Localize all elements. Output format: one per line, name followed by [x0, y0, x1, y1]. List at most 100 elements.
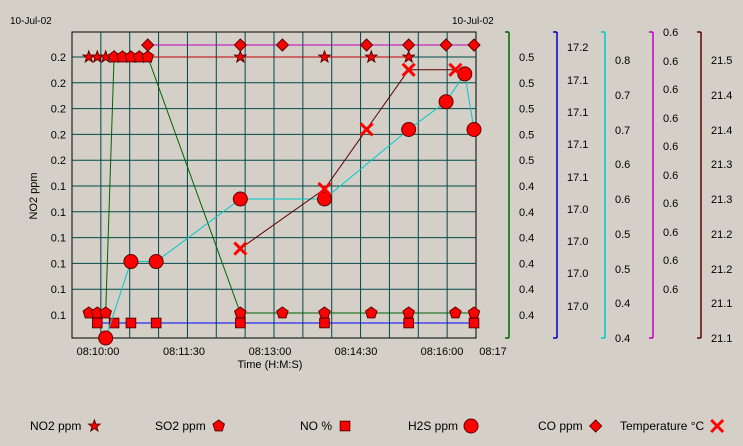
right-axis-tick-label: 17.0 [567, 236, 588, 248]
data-point-x [359, 122, 374, 137]
data-point-square [125, 317, 137, 329]
y-tick-label: 0.1 [51, 181, 66, 193]
data-point-x-stroke [448, 62, 463, 77]
right-axis-tick-label: 0.4 [519, 207, 534, 219]
right-axis-tick-label: 0.4 [519, 284, 534, 296]
data-point-circle [317, 191, 332, 207]
data-point-circle [98, 330, 114, 346]
y-tick-label: 0.1 [51, 207, 66, 219]
right-axis-tick-label: 0.7 [615, 125, 630, 137]
data-point-x [233, 241, 248, 256]
right-axis-tick-label: 17.1 [567, 172, 588, 184]
data-point-x [401, 62, 416, 77]
right-axis-tick-label: 0.5 [519, 78, 534, 90]
legend-label: SO2 ppm [155, 419, 206, 433]
y-tick-label: 0.2 [51, 78, 66, 90]
legend-marker-square [339, 420, 351, 432]
right-axis-tick-label: 0.4 [519, 181, 534, 193]
right-axis-tick-label: 17.2 [567, 42, 588, 54]
y-tick-label: 0.2 [51, 155, 66, 167]
data-point-star [401, 49, 416, 64]
data-point-square [150, 317, 162, 329]
data-point-pentagon [276, 306, 289, 319]
data-point-square [91, 317, 103, 329]
data-point-circle [123, 254, 139, 270]
data-point-pentagon [449, 306, 462, 319]
data-point-circle [438, 94, 454, 110]
date-label-right: 10-Jul-02 [452, 16, 494, 27]
legend-marker-x-stroke [710, 418, 725, 434]
right-axis-tick-label: 0.4 [615, 333, 630, 345]
right-axis-tick-label: 0.5 [615, 229, 630, 241]
data-point-star [233, 49, 248, 64]
right-axis-tick-label: 21.1 [711, 333, 732, 345]
x-tick-label: 08:16:00 [421, 346, 464, 358]
right-axis-tick-label: 0.5 [615, 264, 630, 276]
x-tick-label: 08:14:30 [335, 346, 378, 358]
data-point-pentagon [365, 306, 378, 319]
x-axis-title: Time (H:M:S) [238, 359, 303, 371]
legend-marker-x [710, 418, 725, 434]
data-point-diamond [233, 38, 248, 52]
right-axis-tick-label: 0.6 [663, 227, 678, 239]
legend-label: NO % [300, 419, 332, 433]
y-tick-label: 0.2 [51, 104, 66, 116]
right-axis-tick-label: 0.4 [519, 258, 534, 270]
right-axis-tick-label: 0.6 [663, 27, 678, 39]
right-axis-tick-label: 21.2 [711, 264, 732, 276]
legend-label: CO ppm [538, 419, 583, 433]
x-tick-label: 08:13:00 [249, 346, 292, 358]
data-point-diamond [275, 38, 290, 52]
legend-label: Temperature °C [620, 419, 704, 433]
y-tick-label: 0.2 [51, 52, 66, 64]
data-point-x [317, 181, 332, 197]
data-point-pentagon [141, 50, 155, 63]
data-point-x [448, 62, 463, 77]
data-point-x-stroke [359, 122, 374, 137]
right-axis-tick-label: 17.1 [567, 139, 588, 151]
data-point-diamond [401, 38, 416, 52]
right-axis-tick-label: 0.6 [663, 255, 678, 267]
right-axis-tick-label: 0.5 [519, 52, 534, 64]
data-point-square [468, 317, 480, 329]
right-axis-tick-label: 21.1 [711, 298, 732, 310]
data-point-circle [401, 122, 417, 137]
right-axis-tick-label: 0.6 [663, 170, 678, 182]
right-axis-tick-label: 0.5 [519, 129, 534, 141]
data-point-circle [148, 254, 164, 270]
right-axis-tick-label: 0.8 [615, 55, 630, 67]
data-point-diamond [359, 38, 374, 52]
legend-marker-diamond [588, 419, 603, 433]
right-axis-tick-label: 0.6 [663, 284, 678, 296]
right-axis-tick-label: 0.6 [663, 141, 678, 153]
y-tick-label: 0.2 [51, 129, 66, 141]
x-tick-label: 08:11:30 [163, 346, 205, 358]
right-axis-tick-label: 17.0 [567, 204, 588, 216]
right-axis-tick-label: 21.4 [711, 125, 732, 137]
right-axis-tick-label: 0.6 [663, 198, 678, 210]
data-point-star [317, 49, 332, 64]
right-axis-tick-label: 0.5 [519, 155, 534, 167]
right-axis-tick-label: 0.4 [615, 298, 630, 310]
legend-label: NO2 ppm [30, 419, 81, 433]
right-axis-tick-label: 0.6 [663, 113, 678, 125]
right-axis-tick-label: 17.1 [567, 75, 588, 87]
data-point-diamond [141, 38, 155, 52]
right-axis-tick-label: 21.4 [711, 90, 732, 102]
right-axis-tick-label: 21.2 [711, 229, 732, 241]
data-point-diamond [467, 38, 481, 52]
right-axis-tick-label: 0.7 [615, 90, 630, 102]
date-label-left: 10-Jul-02 [10, 16, 52, 27]
right-axis-tick-label: 21.3 [711, 194, 732, 206]
legend-marker-star [87, 418, 102, 433]
data-point-circle [232, 191, 248, 207]
data-point-circle [466, 122, 482, 137]
y-tick-label: 0.1 [51, 284, 66, 296]
data-point-square [235, 317, 246, 329]
y-tick-label: 0.1 [51, 310, 66, 322]
right-axis-tick-label: 0.6 [663, 56, 678, 68]
right-axis-tick-label: 0.6 [663, 84, 678, 96]
legend-label: H2S ppm [408, 419, 458, 433]
right-axis-tick-label: 0.4 [519, 310, 534, 322]
right-axis-tick-label: 17.0 [567, 301, 588, 313]
